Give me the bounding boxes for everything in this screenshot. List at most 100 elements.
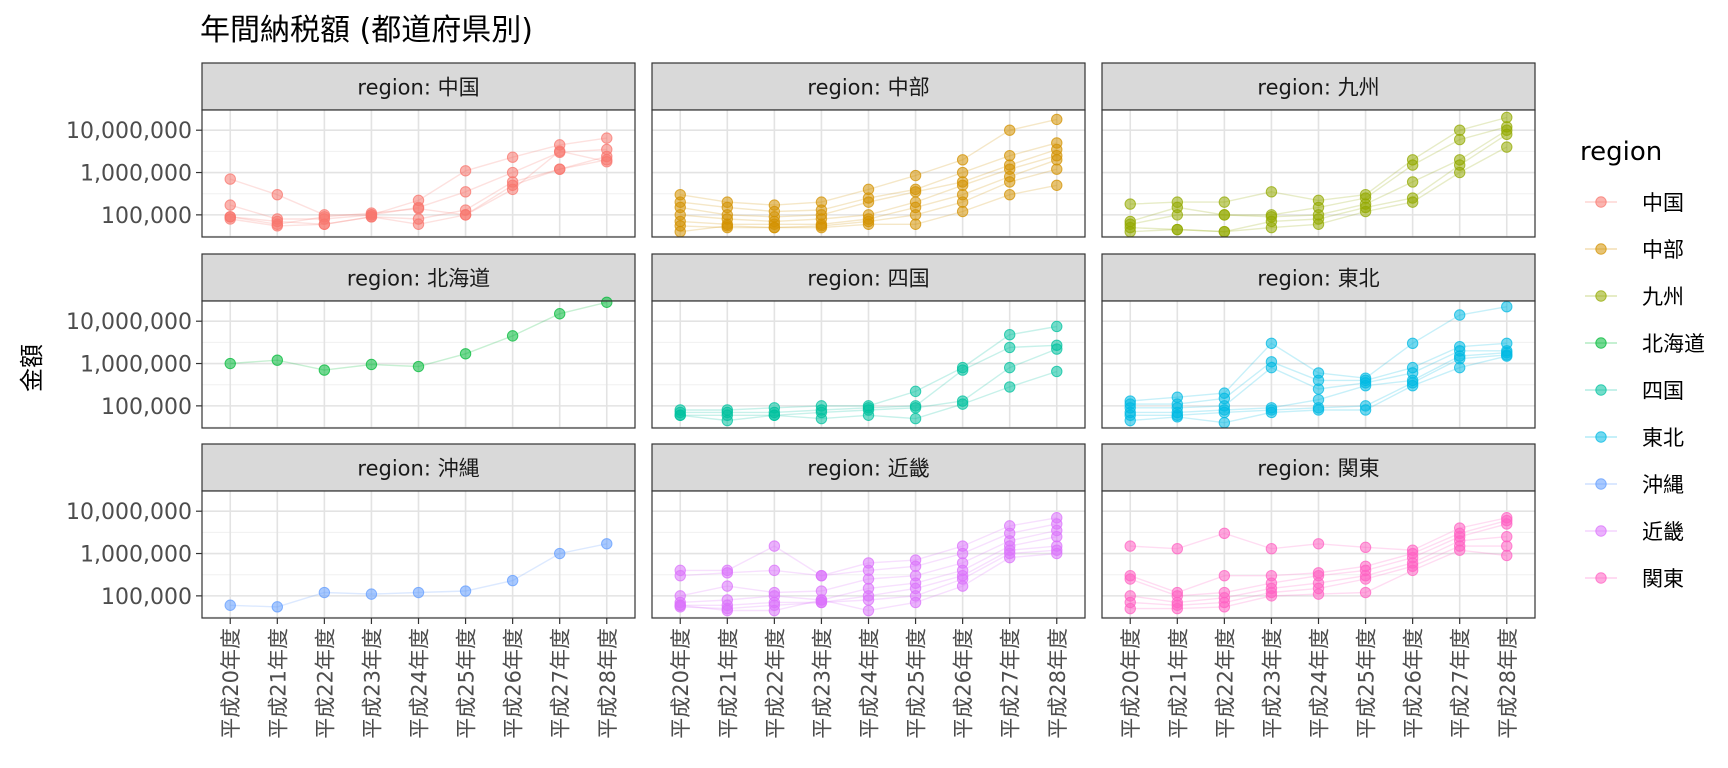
x-tick-label: 平成21年度 — [1166, 628, 1190, 739]
data-point — [1003, 381, 1016, 393]
data-point — [1265, 337, 1278, 350]
data-point — [459, 585, 472, 597]
data-point — [506, 151, 519, 163]
data-point — [909, 169, 922, 182]
panel-border — [651, 109, 1086, 238]
data-point — [909, 209, 922, 221]
legend-item: 東北 — [1585, 426, 1684, 450]
data-point — [909, 218, 922, 230]
x-tick-label: 平成21年度 — [266, 628, 290, 739]
legend-key-point — [1595, 196, 1607, 208]
data-point — [1501, 128, 1513, 141]
data-point — [1171, 543, 1184, 555]
data-point — [956, 154, 969, 166]
legend-key-point — [1595, 290, 1607, 302]
x-tick-label: 平成28年度 — [596, 628, 620, 739]
data-point — [1406, 196, 1419, 208]
data-point — [1406, 379, 1419, 392]
y-tick-label: 100,000 — [101, 585, 192, 610]
y-axis-title: 金額 — [18, 344, 46, 392]
facet-strip — [1101, 253, 1536, 302]
facet-panel: region: 東北 — [1101, 253, 1536, 429]
x-tick-label: 平成24年度 — [1308, 628, 1332, 739]
data-point — [674, 599, 686, 611]
facet-strip-label: region: 近畿 — [807, 457, 929, 481]
x-tick-label: 平成27年度 — [549, 628, 573, 739]
data-point — [1359, 205, 1372, 218]
facet-strip-label: region: 北海道 — [347, 267, 490, 291]
facet-strip — [201, 62, 636, 111]
data-point — [768, 540, 781, 552]
data-point — [553, 145, 566, 157]
facet-panel: region: 中国 100,000 1,000,000 10,000,000 — [66, 62, 636, 238]
data-point — [1218, 226, 1231, 238]
data-point — [1218, 569, 1231, 582]
data-point — [365, 358, 378, 371]
x-tick-label: 平成23年度 — [1260, 628, 1284, 739]
data-point — [862, 594, 875, 606]
facet-panels: region: 中国100,0001,000,00010,000,000regi… — [66, 62, 1536, 739]
data-point — [1406, 159, 1419, 171]
legend-label: 沖縄 — [1642, 473, 1684, 497]
data-point — [601, 296, 613, 308]
data-point — [1171, 209, 1184, 221]
data-point — [1359, 541, 1372, 554]
legend-label: 北海道 — [1642, 332, 1705, 356]
data-point — [674, 409, 686, 421]
data-point — [1453, 166, 1466, 179]
data-point — [506, 330, 519, 342]
data-point — [956, 179, 969, 191]
panel-border — [1101, 300, 1536, 429]
data-point — [506, 183, 519, 196]
y-tick-label: 10,000,000 — [66, 119, 192, 144]
data-point — [1003, 361, 1016, 374]
legend-key-point — [1595, 572, 1607, 584]
data-point — [1051, 320, 1063, 333]
data-point — [1453, 361, 1466, 374]
data-point — [768, 221, 781, 234]
data-point — [1501, 350, 1513, 362]
x-tick-label: 平成26年度 — [502, 628, 526, 739]
legend-label: 東北 — [1642, 426, 1684, 450]
data-point — [956, 196, 969, 208]
data-point — [271, 218, 284, 230]
data-point — [459, 348, 472, 360]
data-point — [412, 586, 425, 599]
x-tick-label: 平成22年度 — [763, 628, 787, 739]
data-point — [506, 166, 519, 179]
facet-panel: region: 九州 — [1101, 62, 1536, 238]
x-tick-label: 平成20年度 — [219, 628, 243, 739]
facet-strip-label: region: 関東 — [1257, 457, 1379, 481]
data-point — [1051, 343, 1063, 355]
data-point — [1218, 417, 1231, 429]
legend-item: 四国 — [1585, 379, 1684, 403]
x-tick-label: 平成26年度 — [952, 628, 976, 739]
data-point — [271, 188, 284, 201]
x-tick-label: 平成22年度 — [1213, 628, 1237, 739]
data-point — [1312, 588, 1325, 600]
data-point — [1051, 113, 1063, 126]
data-point — [956, 166, 969, 179]
data-point — [1312, 218, 1325, 230]
data-point — [1501, 301, 1513, 313]
data-point — [1501, 549, 1513, 562]
data-point — [1051, 530, 1063, 543]
data-point — [1218, 209, 1231, 221]
data-point — [1501, 141, 1513, 153]
data-point — [862, 218, 875, 230]
facet-panel: region: 北海道 100,000 1,000,000 10,000,000 — [66, 253, 636, 429]
x-tick-label: 平成23年度 — [810, 628, 834, 739]
data-point — [318, 211, 331, 223]
data-point — [768, 604, 781, 617]
data-point — [909, 596, 922, 609]
data-point — [412, 202, 425, 215]
data-point — [365, 588, 378, 600]
legend-label: 九州 — [1642, 285, 1684, 309]
data-point — [1051, 547, 1063, 560]
x-tick-label: 平成26年度 — [1402, 628, 1426, 739]
data-point — [1124, 540, 1136, 552]
data-point — [768, 564, 781, 577]
data-point — [271, 354, 284, 366]
